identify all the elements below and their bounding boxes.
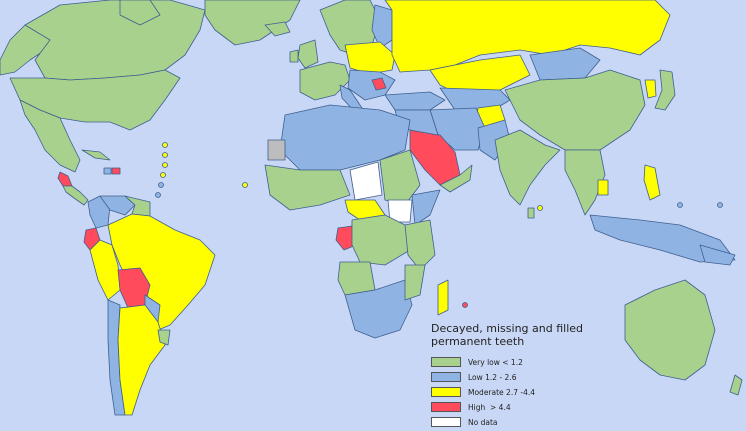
legend-label: Moderate 2.7 -4.4 <box>468 387 535 397</box>
region-argentina <box>117 304 166 416</box>
region-cuba <box>81 149 111 161</box>
island-marker <box>162 152 168 158</box>
region-north-africa <box>279 104 411 171</box>
island-marker <box>160 172 166 178</box>
island-marker <box>677 202 683 208</box>
region-india <box>494 129 561 206</box>
region-west-africa <box>264 164 351 211</box>
legend-title: Decayed, missing and filled permanent te… <box>431 322 584 348</box>
region-finland <box>371 4 393 49</box>
region-png <box>699 244 736 266</box>
legend-label: High > 4.4 <box>468 402 511 412</box>
legend-swatch <box>431 357 461 367</box>
legend-label: Very low < 1.2 <box>468 357 523 367</box>
region-mexico <box>19 99 81 173</box>
island-marker <box>537 205 543 211</box>
region-china <box>504 69 646 151</box>
region-ethiopia-no-data <box>387 199 413 223</box>
region-japan <box>654 69 676 111</box>
legend: Decayed, missing and filled permanent te… <box>431 322 631 431</box>
region-thailand <box>597 179 609 196</box>
legend-item: Moderate 2.7 -4.4 <box>431 386 631 398</box>
island-marker <box>242 182 248 188</box>
legend-swatch <box>431 372 461 382</box>
region-central-america <box>62 185 89 206</box>
region-canada-islands <box>119 0 161 26</box>
region-venezuela <box>99 195 136 216</box>
island-marker <box>462 302 468 308</box>
legend-item: High > 4.4 <box>431 401 631 413</box>
region-greenland <box>204 0 301 46</box>
region-east-africa <box>404 219 436 271</box>
region-angola <box>337 261 376 296</box>
region-yemen-oman <box>439 164 473 193</box>
legend-swatch <box>431 402 461 412</box>
region-mongolia <box>529 47 601 81</box>
legend-item: Very low < 1.2 <box>431 356 631 368</box>
region-central-europe-yellow <box>344 41 396 75</box>
region-central-africa <box>351 214 411 266</box>
legend-item: Low 1.2 - 2.6 <box>431 371 631 383</box>
region-caribbean-high <box>111 167 121 175</box>
legend-label: Low 1.2 - 2.6 <box>468 372 517 382</box>
region-balkans-high <box>371 77 387 91</box>
world-map <box>0 0 743 416</box>
legend-item: No data <box>431 416 631 428</box>
region-philippines <box>643 164 661 201</box>
region-russia <box>384 0 671 73</box>
island-marker <box>162 142 168 148</box>
island-marker <box>162 162 168 168</box>
region-madagascar <box>437 279 449 316</box>
region-new-zealand <box>729 374 743 396</box>
legend-swatch <box>431 387 461 397</box>
island-marker <box>717 202 723 208</box>
region-ireland <box>289 49 299 63</box>
region-southern-africa <box>344 279 413 339</box>
region-sahel-no-data <box>349 161 383 201</box>
region-horn-africa <box>411 189 441 226</box>
region-korea <box>644 79 657 99</box>
island-marker <box>158 182 164 188</box>
region-west-sahara <box>267 139 286 161</box>
island-marker <box>155 192 161 198</box>
region-iceland <box>264 21 291 37</box>
region-kazakhstan <box>429 54 531 96</box>
region-caribbean-low <box>103 167 112 175</box>
region-mozambique <box>404 264 426 301</box>
region-australia <box>624 279 716 381</box>
region-sri-lanka <box>527 207 535 219</box>
region-southeast-asia <box>564 149 606 216</box>
region-turkey <box>384 91 446 111</box>
region-congo-high <box>335 225 357 251</box>
region-uruguay <box>157 329 171 346</box>
